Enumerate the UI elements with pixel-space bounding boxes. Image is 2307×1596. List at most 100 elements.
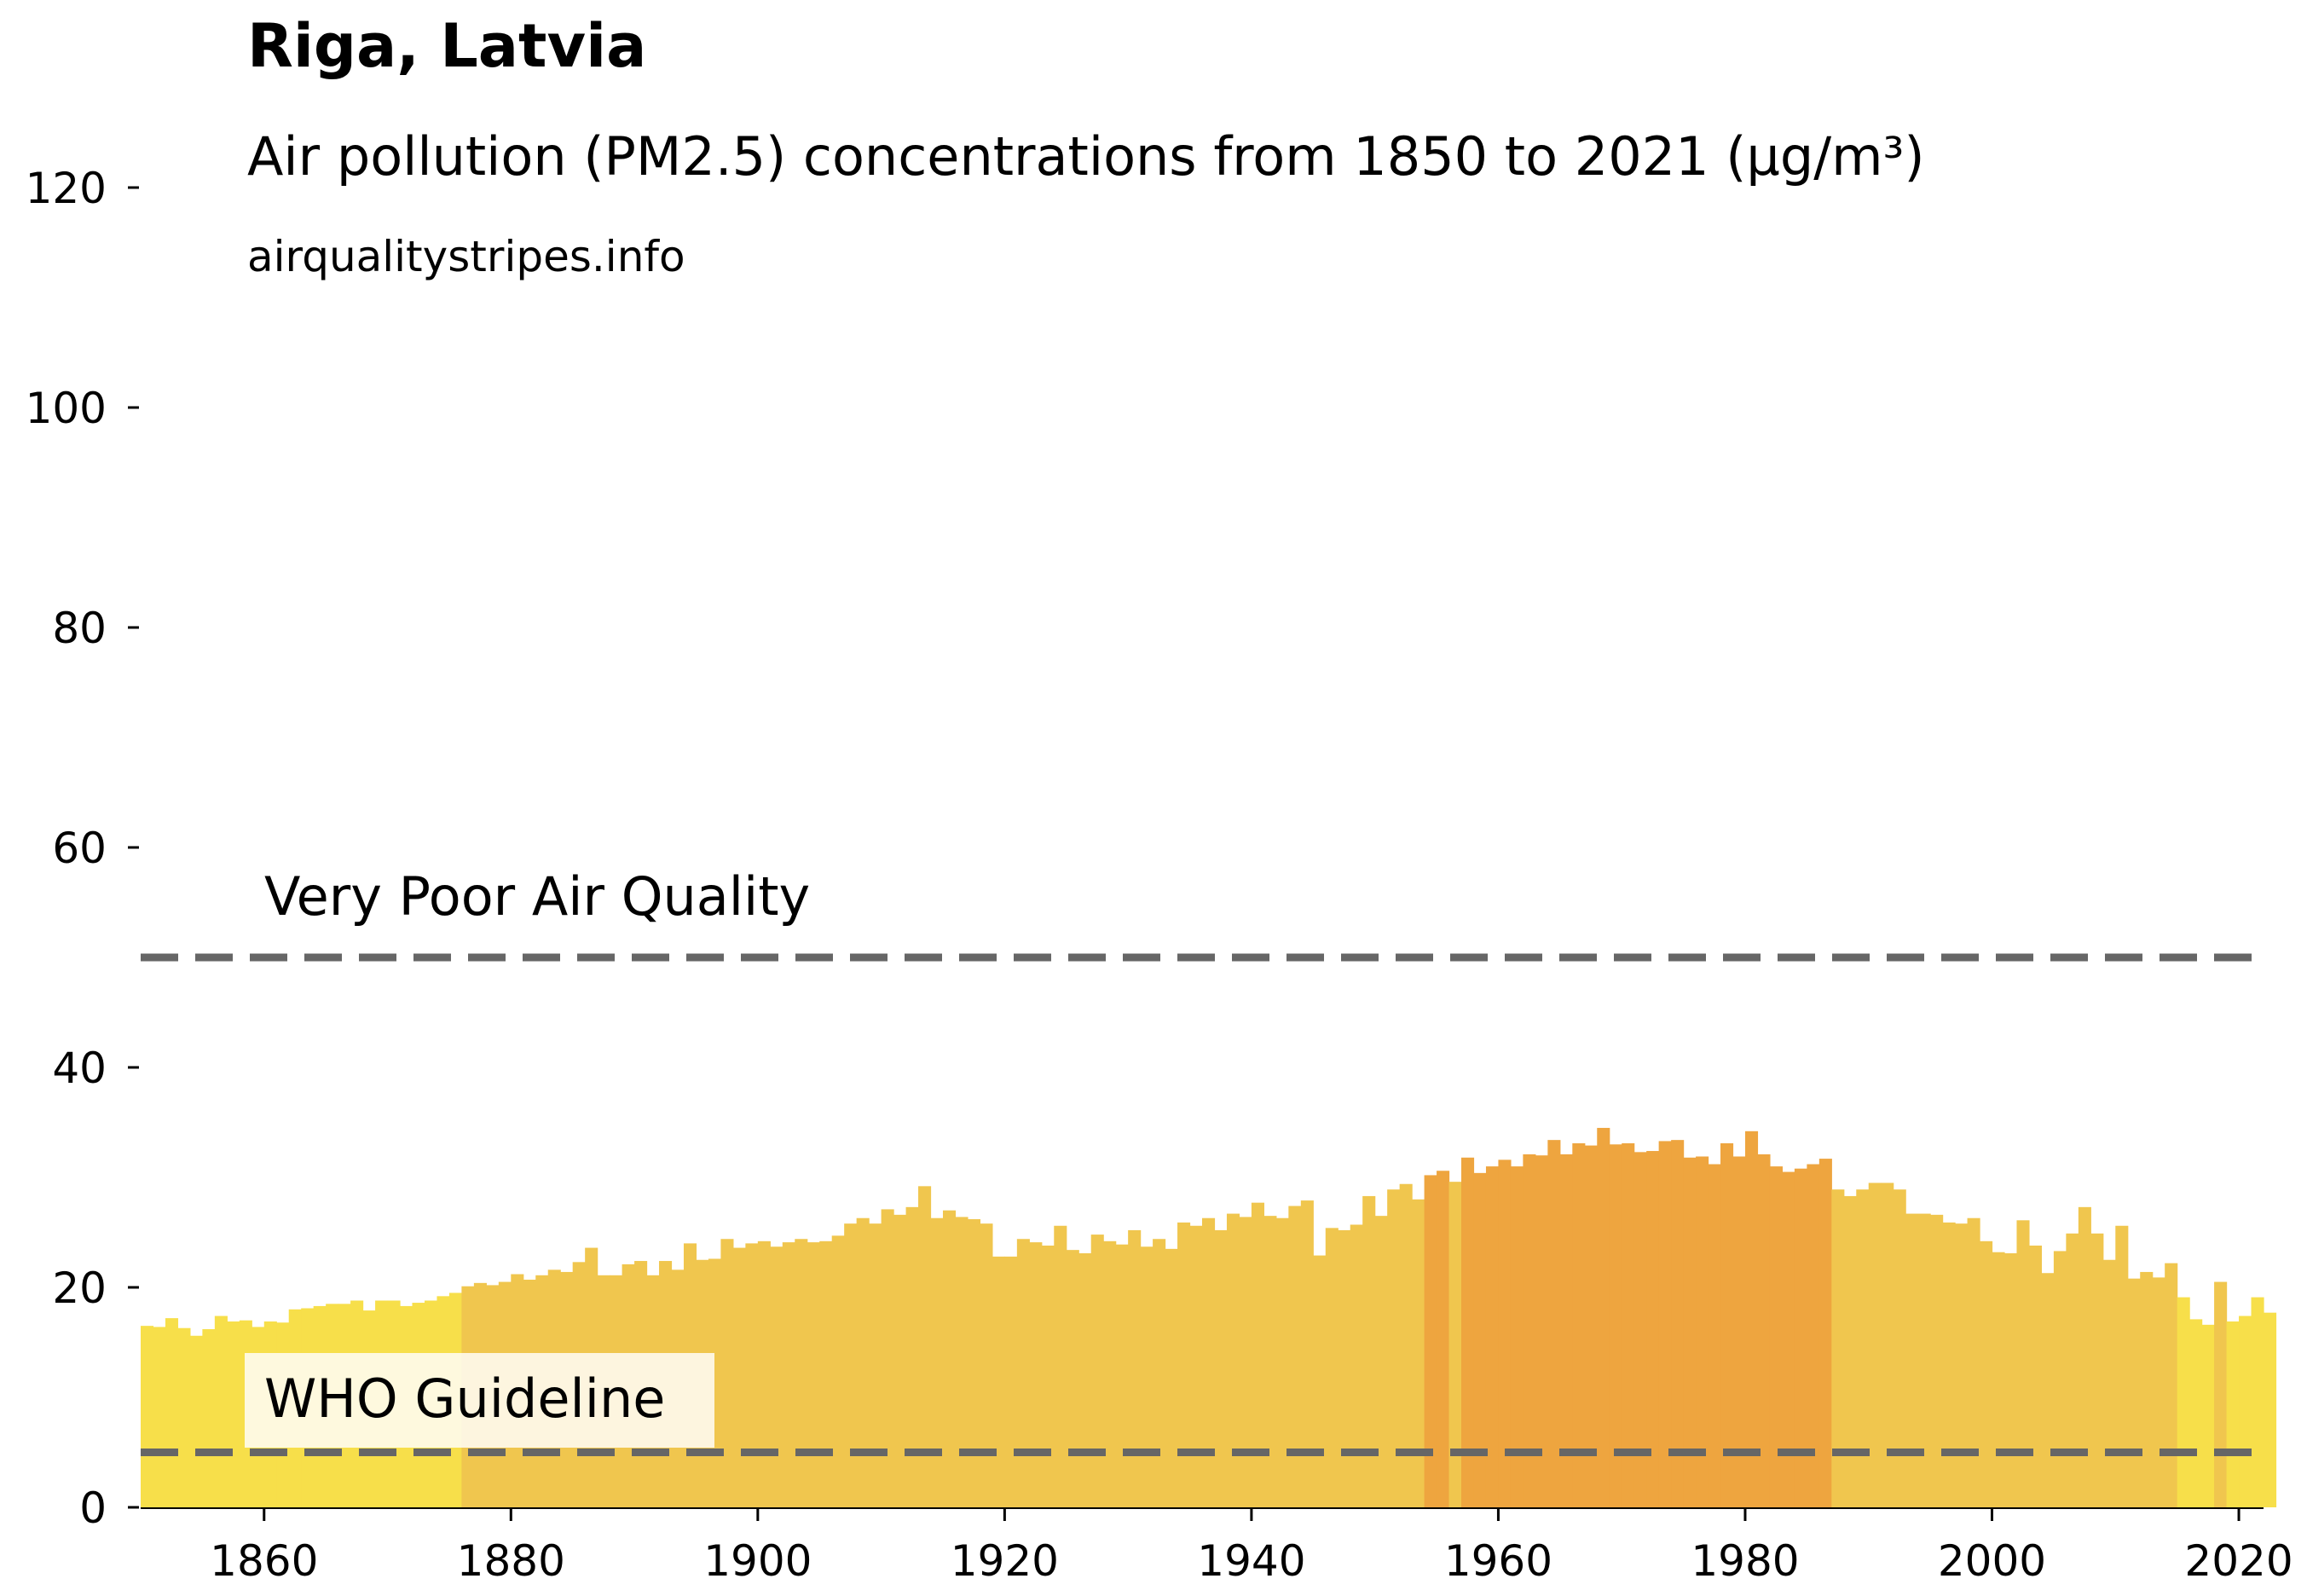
bar-1919 <box>992 1256 1005 1507</box>
bar-1923 <box>1041 1245 1055 1507</box>
bar-1957 <box>1461 1157 1475 1507</box>
bar-1907 <box>844 1223 858 1507</box>
bar-1940 <box>1251 1202 1264 1507</box>
bar-1924 <box>1054 1225 1067 1507</box>
stripe-1860 <box>264 188 277 1507</box>
bar-1972 <box>1646 1151 1660 1507</box>
stripe-1861 <box>276 188 289 1507</box>
bar-1911 <box>893 1214 907 1507</box>
bar-1927 <box>1090 1235 1104 1507</box>
bar-2017 <box>2201 1324 2215 1507</box>
bar-1986 <box>1818 1159 1832 1507</box>
bar-1857 <box>227 1321 240 1507</box>
bar-2020 <box>2239 1316 2252 1507</box>
bar-1981 <box>1757 1154 1771 1507</box>
bar-1983 <box>1782 1171 1795 1507</box>
bar-1966 <box>1572 1143 1586 1507</box>
bar-1982 <box>1769 1166 1784 1507</box>
chart-title: Riga, Latvia <box>247 11 646 81</box>
bar-2013 <box>2152 1277 2165 1507</box>
bar-2007 <box>2078 1206 2091 1507</box>
x-tick-label-2020: 2020 <box>2184 1536 2293 1586</box>
bar-1920 <box>1004 1256 1018 1507</box>
stripe-1851 <box>153 188 165 1507</box>
bar-1952 <box>1399 1183 1413 1507</box>
bar-1901 <box>770 1246 783 1507</box>
stripe-2016 <box>2189 188 2202 1507</box>
bar-1933 <box>1165 1248 1178 1507</box>
bar-1951 <box>1387 1189 1401 1507</box>
bar-1979 <box>1732 1156 1746 1507</box>
bar-1909 <box>869 1223 882 1507</box>
bar-1899 <box>745 1243 759 1507</box>
stripe-1857 <box>227 188 240 1507</box>
bar-1897 <box>720 1239 734 1507</box>
reference-label-very-poor: Very Poor Air Quality <box>264 865 810 928</box>
bars <box>141 188 2277 1507</box>
x-tick-label-1860: 1860 <box>210 1536 318 1586</box>
reference-lines: Very Poor Air Quality WHO Guideline <box>141 865 2264 1456</box>
bar-1963 <box>1535 1155 1548 1507</box>
x-tick-label-1900: 1900 <box>703 1536 812 1586</box>
bar-1999 <box>1980 1240 1993 1507</box>
bar-1980 <box>1744 1130 1759 1507</box>
stripe-1855 <box>202 188 215 1507</box>
bar-1959 <box>1485 1166 1500 1507</box>
x-tick-label-2000: 2000 <box>1938 1536 2046 1586</box>
reference-label-who: WHO Guideline <box>264 1368 665 1430</box>
bar-1913 <box>918 1186 932 1507</box>
bar-2011 <box>2127 1278 2141 1507</box>
bar-1937 <box>1214 1229 1228 1507</box>
bar-2010 <box>2115 1225 2129 1507</box>
bar-1987 <box>1831 1189 1845 1507</box>
bar-1926 <box>1078 1253 1092 1507</box>
bar-1934 <box>1177 1222 1191 1507</box>
stripe-2022 <box>2264 188 2276 1507</box>
bar-1949 <box>1362 1195 1376 1507</box>
axes: 0 20 40 60 80 100 120 1860 1880 1900 1920 1940 1960 1… <box>26 164 2293 1586</box>
y-tick-label-60: 60 <box>52 824 107 873</box>
bar-2016 <box>2189 1319 2203 1507</box>
bar-2021 <box>2251 1297 2264 1507</box>
bar-1958 <box>1473 1172 1487 1507</box>
bar-1996 <box>1942 1222 1956 1507</box>
y-tick-label-100: 100 <box>26 384 107 433</box>
bar-1976 <box>1696 1156 1709 1507</box>
x-tick-label-1980: 1980 <box>1691 1536 1799 1586</box>
bar-1964 <box>1547 1140 1561 1507</box>
bar-1970 <box>1622 1143 1635 1507</box>
bar-1855 <box>202 1329 216 1507</box>
bar-1973 <box>1658 1141 1672 1507</box>
bar-1969 <box>1609 1144 1622 1507</box>
bar-1994 <box>1917 1213 1931 1507</box>
bar-1947 <box>1338 1229 1351 1507</box>
chart-subtitle: Air pollution (PM2.5) concentrations fro… <box>247 125 1925 188</box>
bar-2015 <box>2177 1297 2190 1507</box>
bar-1900 <box>757 1240 771 1507</box>
bar-1902 <box>782 1242 795 1507</box>
bar-1943 <box>1288 1206 1302 1507</box>
x-tick-label-1920: 1920 <box>951 1536 1059 1586</box>
bar-1962 <box>1523 1154 1536 1507</box>
bar-1977 <box>1708 1164 1721 1507</box>
bar-2005 <box>2053 1251 2067 1507</box>
y-tick-label-80: 80 <box>52 604 107 653</box>
bar-1975 <box>1683 1157 1697 1507</box>
bar-2001 <box>2003 1253 2018 1507</box>
bar-2002 <box>2016 1220 2030 1507</box>
bar-2008 <box>2090 1233 2104 1507</box>
bar-1856 <box>214 1316 228 1507</box>
y-tick-label-0: 0 <box>79 1483 107 1533</box>
bar-1948 <box>1350 1224 1363 1507</box>
stripe-1853 <box>177 188 190 1507</box>
bar-1918 <box>980 1223 993 1507</box>
bar-1915 <box>942 1210 957 1507</box>
stripe-2019 <box>2227 188 2240 1507</box>
bar-1929 <box>1115 1244 1129 1507</box>
stripe-1850 <box>141 188 153 1507</box>
stripe-1858 <box>240 188 252 1507</box>
bar-1955 <box>1437 1171 1450 1507</box>
bar-1935 <box>1189 1225 1203 1507</box>
bar-1917 <box>967 1219 981 1507</box>
